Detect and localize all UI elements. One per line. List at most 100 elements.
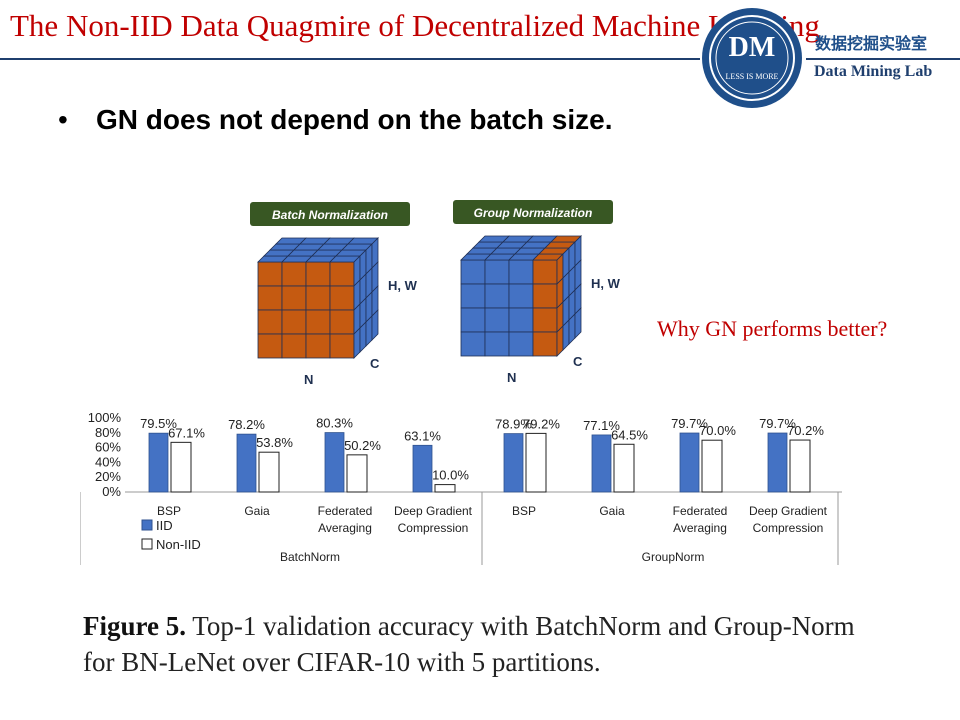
x-tick-label: BSP [512, 504, 536, 518]
annotation-why-gn: Why GN performs better? [657, 316, 888, 341]
front-cell [508, 283, 534, 309]
front-cell [305, 309, 331, 335]
left-label: Batch Normalization [272, 208, 388, 222]
bar-iid [767, 432, 788, 493]
bar-non-iid [613, 443, 635, 493]
front-cell [460, 259, 486, 285]
legend-label: Non-IID [156, 537, 201, 552]
y-tick-label: 100% [88, 410, 122, 425]
left-label-bg [250, 202, 410, 226]
right-label: Group Normalization [474, 206, 593, 220]
front-cell [281, 285, 307, 311]
data-label-iid: 77.1% [583, 418, 620, 433]
data-label-iid: 78.9% [495, 417, 532, 432]
front-cell [281, 309, 307, 335]
bar-non-iid [346, 454, 368, 493]
bar-iid [679, 432, 700, 493]
data-label-non-iid: 64.5% [611, 427, 648, 442]
front-cell [305, 285, 331, 311]
front-cell [281, 333, 307, 359]
data-label-iid: 63.1% [404, 428, 441, 443]
bar-non-iid [525, 432, 547, 493]
accuracy-bar-chart: 100%80%60%40%20%0% 79.5%67.1% BSP 78.2% 53.8… [80, 410, 842, 565]
front-cell [257, 309, 283, 335]
caption-label: Figure 5. [83, 611, 186, 641]
bar-iid [324, 432, 345, 493]
front-cell [532, 307, 558, 333]
bullet-text: GN does not depend on the batch size. [96, 104, 613, 135]
y-tick-label: 40% [95, 454, 121, 469]
group-label: GroupNorm [642, 550, 705, 564]
bar-non-iid [434, 484, 456, 493]
data-label-non-iid: 70.2% [787, 423, 824, 438]
data-label-non-iid: 79.2% [523, 416, 560, 431]
bar-iid [503, 433, 524, 493]
front-cell [532, 283, 558, 309]
front-cell [257, 261, 283, 287]
front-cell [329, 333, 355, 359]
side-cell [574, 307, 582, 339]
bar-non-iid [170, 441, 192, 493]
x-tick-label: Deep Gradient [749, 504, 828, 518]
left-axis-hw: H, W [388, 278, 418, 293]
data-label-iid: 78.2% [228, 417, 265, 432]
front-cell [460, 283, 486, 309]
front-cell [281, 261, 307, 287]
data-label-non-iid: 67.1% [168, 425, 205, 440]
legend-label: IID [156, 518, 173, 533]
logo-monogram: DM [729, 32, 776, 63]
x-tick-label: Averaging [318, 521, 372, 535]
y-tick-label: 60% [95, 440, 121, 455]
x-tick-label: BSP [157, 504, 181, 518]
group-label: BatchNorm [280, 550, 340, 564]
front-cell [329, 261, 355, 287]
bar-non-iid [701, 439, 723, 493]
normalization-diagram: Batch Normalization H, W C N Group Normaliza… [250, 200, 621, 385]
data-label-non-iid: 53.8% [256, 435, 293, 450]
figure-caption: Figure 5. Top-1 validation accuracy with… [83, 608, 883, 680]
x-tick-label: Federated [673, 504, 728, 518]
data-label-non-iid: 70.0% [699, 423, 736, 438]
front-cell [508, 307, 534, 333]
data-label-non-iid: 50.2% [344, 438, 381, 453]
x-tick-label: Compression [398, 521, 469, 535]
right-axis-c: C [573, 354, 583, 369]
x-tick-label: Averaging [673, 521, 727, 535]
x-tick-label: Deep Gradient [394, 504, 473, 518]
right-label-badge: Group Normalization [453, 200, 613, 224]
right-label-bg [453, 200, 613, 224]
data-label-iid: 79.7% [671, 416, 708, 431]
front-cell [484, 283, 510, 309]
legend-swatch [141, 519, 153, 531]
x-tick-label: Federated [318, 504, 373, 518]
front-cell [257, 333, 283, 359]
bar-iid [236, 433, 257, 493]
front-cell [329, 309, 355, 335]
bar-iid [412, 444, 433, 493]
bullet-dot-icon: • [58, 104, 68, 135]
front-cell [532, 331, 558, 357]
data-label-iid: 79.7% [759, 416, 796, 431]
left-axis-n: N [304, 372, 313, 385]
bar-iid [148, 432, 169, 493]
logo-tagline: LESS IS MORE [726, 72, 779, 81]
front-cell [329, 285, 355, 311]
front-cell [484, 259, 510, 285]
side-cell [371, 309, 379, 341]
front-cell [508, 331, 534, 357]
bar-iid [591, 434, 612, 493]
y-tick-label: 80% [95, 425, 121, 440]
data-label-iid: 80.3% [316, 416, 353, 431]
front-cell [305, 333, 331, 359]
x-tick-label: Compression [753, 521, 824, 535]
title-divider-right [806, 58, 960, 60]
front-cell [484, 331, 510, 357]
title-divider [0, 58, 700, 60]
lab-name-cn: 数据挖掘实验室 [815, 34, 928, 53]
front-cell [460, 307, 486, 333]
front-cell [508, 259, 534, 285]
slide-title: The Non-IID Data Quagmire of Decentraliz… [10, 8, 820, 43]
legend-swatch [141, 538, 153, 550]
front-cell [257, 285, 283, 311]
front-cell [532, 259, 558, 285]
